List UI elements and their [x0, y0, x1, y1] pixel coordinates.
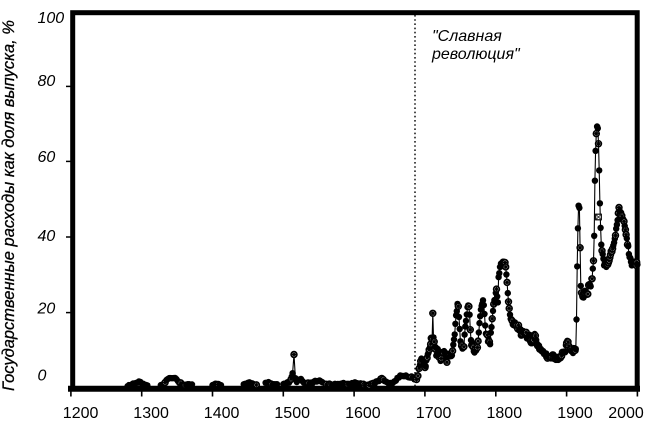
svg-text:100: 100 [38, 10, 65, 27]
svg-text:1900: 1900 [557, 405, 593, 422]
svg-text:1600: 1600 [345, 405, 381, 422]
svg-text:"Славная: "Славная [432, 28, 502, 45]
svg-text:40: 40 [38, 228, 56, 245]
svg-text:1500: 1500 [274, 405, 310, 422]
svg-text:2000: 2000 [608, 405, 644, 422]
svg-text:1200: 1200 [63, 405, 99, 422]
svg-text:революция": революция" [431, 46, 521, 63]
svg-text:1300: 1300 [133, 405, 169, 422]
svg-text:Государственные расходы как до: Государственные расходы как доля выпуска… [0, 20, 18, 391]
svg-text:1700: 1700 [416, 405, 452, 422]
svg-text:1400: 1400 [204, 405, 240, 422]
svg-text:80: 80 [38, 73, 56, 90]
svg-text:1800: 1800 [487, 405, 523, 422]
svg-text:0: 0 [38, 367, 47, 384]
svg-text:20: 20 [37, 301, 56, 318]
svg-text:60: 60 [38, 149, 56, 166]
